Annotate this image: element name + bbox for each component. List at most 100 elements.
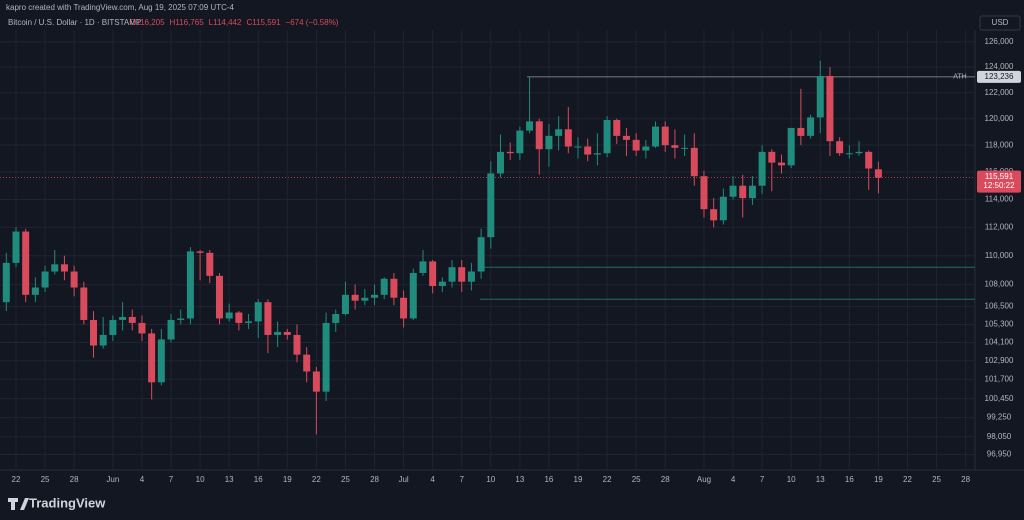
candle-body (235, 312, 243, 323)
y-tick-label: 120,000 (985, 114, 1014, 123)
candle-body (787, 127, 795, 166)
candle-body (845, 153, 853, 155)
candle-body (177, 318, 185, 320)
candle-body (671, 145, 679, 148)
candle-body (70, 271, 78, 288)
candle-body (322, 322, 330, 392)
candle-body (603, 120, 611, 154)
y-tick-label: 99,250 (987, 413, 1012, 422)
y-tick-label: 110,000 (985, 251, 1014, 260)
x-tick-label: 7 (460, 475, 465, 484)
candle-body (119, 316, 127, 320)
candles (2, 60, 882, 435)
symbol: Bitcoin / U.S. Dollar · 1D · BITSTAMP (8, 18, 141, 27)
candle-body (109, 319, 117, 335)
x-tick-label: 25 (932, 475, 941, 484)
candle-body (167, 319, 175, 340)
candle-body (390, 278, 398, 298)
candle-body (138, 322, 146, 334)
candle-body (739, 185, 747, 199)
candle-body (90, 319, 98, 346)
y-tick-label: 101,700 (985, 374, 1014, 383)
candle-body (303, 354, 311, 372)
candle-body (593, 153, 601, 155)
candle-body (545, 135, 553, 150)
x-tick-label: 25 (341, 475, 350, 484)
candle-body (865, 151, 873, 169)
x-tick-label: 10 (787, 475, 796, 484)
x-tick-label: 16 (254, 475, 263, 484)
candle-body (245, 321, 253, 323)
candle-body (429, 261, 437, 287)
candle-body (225, 312, 233, 319)
ath-box (977, 70, 1021, 83)
ohlc-legend: O116,205 H116,765 L114,442 C115,591 −674 (−0… (130, 18, 339, 27)
y-tick-label: 112,000 (985, 222, 1014, 231)
candle-body (22, 231, 30, 295)
x-tick-label: 25 (632, 475, 641, 484)
candle-body (564, 129, 572, 147)
x-tick-label: 10 (196, 475, 205, 484)
x-tick-label: 13 (225, 475, 234, 484)
candle-body (371, 294, 379, 298)
candle-body (293, 334, 301, 355)
candle-body (41, 271, 49, 288)
credit: kapro created with TradingView.com, Aug … (6, 3, 235, 12)
candle-body (758, 151, 766, 186)
x-tick-label: 22 (603, 475, 612, 484)
candle-body (215, 275, 223, 319)
candle-body (690, 147, 698, 177)
candle-body (477, 237, 485, 272)
logo-mark (8, 498, 29, 510)
candle-body (351, 294, 359, 301)
x-tick-label: 7 (760, 475, 765, 484)
x-tick-label: 25 (41, 475, 50, 484)
y-tick-label: 104,100 (985, 338, 1014, 347)
last-price-label: 115,591 (985, 172, 1014, 181)
candle-body (380, 278, 388, 295)
last-price-box (977, 170, 1021, 193)
candle-body (438, 281, 446, 287)
candle-body (264, 302, 272, 335)
y-tick-label: 124,000 (985, 62, 1014, 71)
x-tick-label: 4 (430, 475, 435, 484)
ath-value: 123,236 (985, 72, 1014, 81)
candle-body (400, 297, 408, 319)
y-tick-label: 98,050 (987, 432, 1012, 441)
x-tick-label: 16 (544, 475, 553, 484)
candle-body (409, 272, 417, 319)
candle-body (584, 146, 592, 155)
candle-body (768, 151, 776, 163)
x-tick-label: 28 (370, 475, 379, 484)
candle-body (574, 146, 582, 148)
candle-body (496, 151, 504, 174)
candle-body (80, 287, 88, 320)
candle-body (555, 129, 563, 136)
candle-body (622, 135, 630, 140)
candle-body (467, 271, 475, 282)
candle-body (506, 151, 514, 154)
x-tick-label: 16 (845, 475, 854, 484)
x-tick-label: Jun (106, 475, 119, 484)
candle-body (816, 76, 824, 118)
candle-body (448, 267, 456, 282)
x-tick-label: 4 (731, 475, 736, 484)
candle-body (283, 331, 291, 335)
x-tick-label: 10 (486, 475, 495, 484)
candle-body (419, 261, 427, 273)
candle-body (332, 314, 340, 323)
candle-body (661, 126, 669, 146)
y-tick-label: 102,900 (985, 356, 1014, 365)
currency-box (979, 15, 1021, 31)
ohlc-value: H116,765 (170, 18, 205, 27)
candle-body (797, 127, 805, 136)
candle-body (60, 264, 68, 272)
y-tick-label: 126,000 (985, 37, 1014, 46)
x-tick-label: 22 (903, 475, 912, 484)
logo: TradingView (8, 495, 106, 510)
candle-body (526, 121, 534, 131)
x-tick-label: 28 (70, 475, 79, 484)
y-tick-label: 114,000 (985, 195, 1014, 204)
candle-body (31, 287, 39, 295)
